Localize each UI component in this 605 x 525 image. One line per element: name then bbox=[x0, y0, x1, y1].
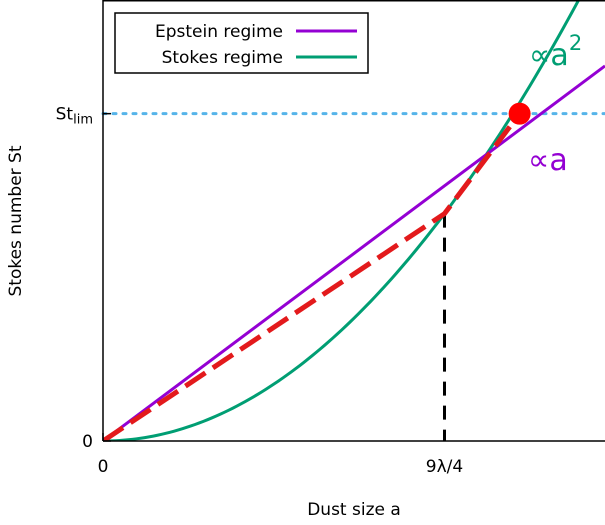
y-tick-label-0: 0 bbox=[82, 432, 93, 452]
x-axis-label: Dust size a bbox=[307, 500, 401, 520]
stokes-regime-curve bbox=[103, 0, 581, 441]
st-text: St bbox=[56, 105, 74, 125]
epstein-regime-line bbox=[103, 64, 605, 441]
x-tick-label-9lambda4: 9λ/4 bbox=[426, 457, 463, 477]
effective-dashed-curve bbox=[103, 112, 522, 441]
annotation-a2-text: ∝a bbox=[529, 38, 569, 73]
legend-label-stokes: Stokes regime bbox=[162, 48, 283, 68]
st-subscript: lim bbox=[73, 113, 93, 128]
y-axis-label: Stokes number St bbox=[6, 145, 26, 296]
st-lim-marker bbox=[508, 102, 531, 125]
legend-box bbox=[114, 12, 369, 74]
legend-label-epstein: Epstein regime bbox=[155, 22, 283, 42]
legend: Epstein regime Stokes regime bbox=[114, 12, 369, 74]
y-tick-label-st-lim: Stlim bbox=[56, 105, 93, 128]
annotation-proportional-a-squared: ∝a2 bbox=[529, 31, 582, 73]
annotation-a2-superscript: 2 bbox=[569, 31, 582, 55]
x-tick-label-0: 0 bbox=[98, 457, 109, 477]
annotation-proportional-a: ∝a bbox=[528, 143, 568, 178]
